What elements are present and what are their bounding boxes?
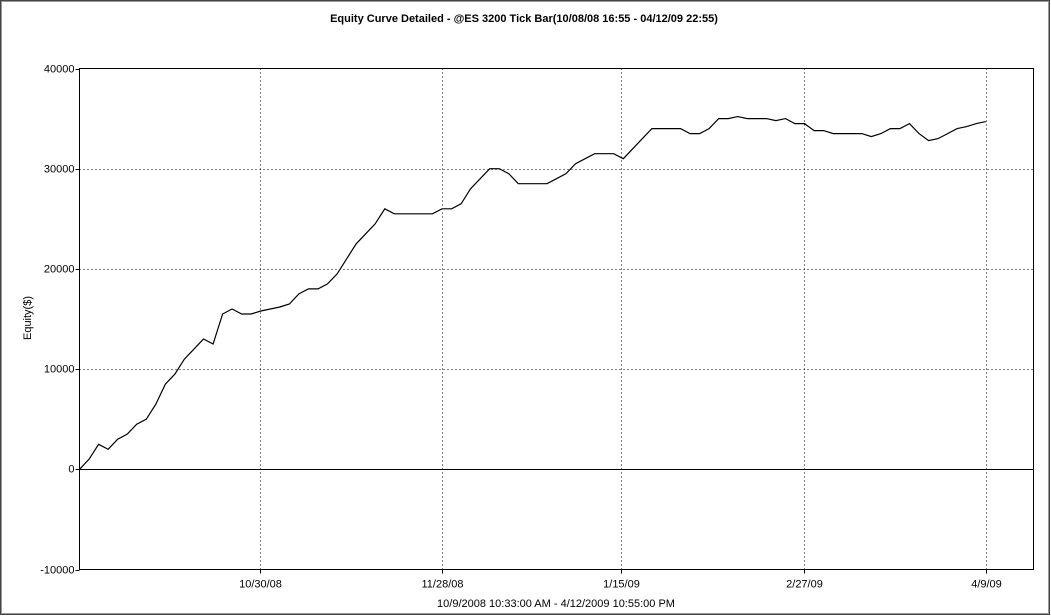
- plot-area: [79, 68, 1034, 570]
- y-tick-label: 10000: [44, 363, 75, 375]
- x-tick-label: 10/30/08: [239, 578, 282, 590]
- equity-line: [79, 115, 986, 470]
- x-tick-label: 2/27/09: [786, 578, 823, 590]
- y-tick-label: 0: [68, 463, 74, 475]
- y-axis-label: Equity($): [22, 296, 34, 340]
- x-tick-label: 11/28/08: [421, 578, 463, 590]
- x-tick-label: 4/9/09: [971, 578, 1002, 590]
- y-tick-label: -10000: [40, 564, 74, 576]
- chart-title: Equity Curve Detailed - @ES 3200 Tick Ba…: [330, 13, 718, 25]
- y-tick-label: 20000: [44, 263, 75, 275]
- x-tick-label: 1/15/09: [603, 578, 640, 590]
- y-tick-label: 40000: [44, 63, 75, 75]
- y-tick-label: 30000: [44, 163, 75, 175]
- x-axis-label: 10/9/2008 10:33:00 AM - 4/12/2009 10:55:…: [437, 598, 675, 610]
